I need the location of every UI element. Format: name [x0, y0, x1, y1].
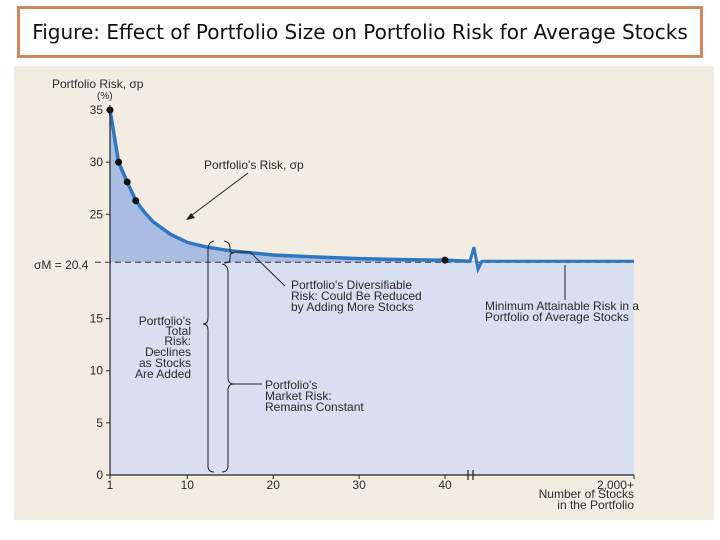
x-tick-label: 2,000+ [597, 478, 634, 492]
minimum-risk-line2: Portfolio of Average Stocks [485, 310, 629, 324]
portfolio-risk-arrow [187, 172, 249, 219]
market-risk-label: σM = 20.4 [34, 258, 89, 272]
x-tick-label: 10 [181, 478, 195, 492]
x-tick-label: 1 [107, 478, 114, 492]
page-title: Figure: Effect of Portfolio Size on Port… [32, 20, 688, 44]
y-axis-unit: (%) [97, 91, 113, 102]
risk-curve [108, 108, 472, 263]
risk-curve-break [468, 246, 634, 274]
diversifiable-brace [223, 240, 235, 264]
y-tick-label: 10 [90, 364, 104, 378]
total-risk-line5: as Stocks [139, 356, 191, 370]
x-tick-label: 20 [267, 478, 281, 492]
diversifiable-line1: Portfolio's Diversifiable [291, 278, 412, 292]
diversifiable-risk-area [110, 110, 634, 263]
total-risk-line2: Total [166, 324, 191, 338]
diversifiable-line2: Risk: Could Be Reduced [291, 289, 422, 303]
x-axis-label-line1: Number of Stocks [539, 487, 634, 501]
y-tick-label: 15 [90, 312, 104, 326]
diversifiable-leader [234, 251, 286, 287]
marked-point [132, 197, 140, 205]
y-tick-label: 30 [90, 155, 104, 169]
x-axis-label-line2: in the Portfolio [557, 498, 634, 512]
y-tick-label: 0 [96, 468, 103, 482]
market-risk-annotation-line2: Market Risk: [265, 389, 332, 403]
marked-point [123, 178, 131, 186]
portfolio-risk-arrowhead [186, 213, 195, 220]
marked-point [115, 158, 123, 166]
x-tick-label: 40 [438, 478, 452, 492]
total-risk-brace [202, 240, 215, 473]
market-risk-annotation-line1: Portfolio's [265, 378, 317, 392]
y-axis-label: Portfolio Risk, σp [52, 77, 144, 91]
total-risk-line3: Risk: [164, 334, 191, 348]
market-risk-area [110, 262, 634, 475]
diversifiable-line3: by Adding More Stocks [291, 300, 414, 314]
x-tick-label: 30 [352, 478, 366, 492]
minimum-risk-line1: Minimum Attainable Risk in a [485, 299, 639, 313]
y-tick-label: 25 [90, 207, 104, 221]
y-tick-label: 5 [96, 416, 103, 430]
title-box: Figure: Effect of Portfolio Size on Port… [17, 6, 703, 58]
total-risk-line6: Are Added [135, 367, 191, 381]
market-risk-annotation-line3: Remains Constant [265, 400, 364, 414]
total-risk-line4: Declines [145, 345, 191, 359]
total-risk-line1: Portfolio's [139, 314, 191, 328]
portfolio-risk-annotation: Portfolio's Risk, σp [204, 158, 304, 172]
y-tick-label: 35 [90, 103, 104, 117]
marked-point [441, 256, 449, 264]
